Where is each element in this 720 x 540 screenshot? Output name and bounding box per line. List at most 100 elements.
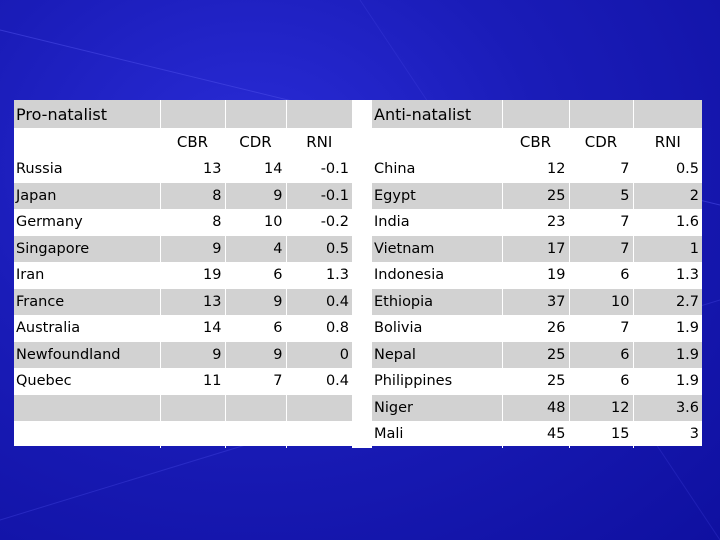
anti-country-cell: Mali	[372, 421, 503, 448]
table-row: Niger 48 12 3.6	[14, 394, 702, 421]
anti-cdr-header: CDR	[569, 128, 634, 156]
anti-country-cell: Nepal	[372, 341, 503, 368]
pro-cdr-cell: 9	[225, 341, 287, 368]
header-row: CBR CDR RNI CBR CDR RNI	[14, 128, 702, 156]
pro-cdr-cell: 9	[225, 288, 287, 315]
anti-rni-cell: 2.7	[633, 288, 702, 315]
anti-country-cell: Indonesia	[372, 262, 503, 289]
anti-cdr-cell: 12	[569, 394, 634, 421]
pro-rni-cell: -0.2	[320, 214, 349, 231]
anti-cbr-cell: 37	[502, 288, 570, 315]
anti-cbr-cell: 48	[502, 394, 570, 421]
anti-cdr-cell: 15	[569, 421, 634, 448]
anti-rni-cell: 1.9	[675, 373, 699, 390]
pro-cbr-cell: 14	[160, 315, 226, 342]
pro-rni-cell: 0.4	[325, 373, 349, 390]
anti-country-cell: India	[372, 209, 503, 236]
pro-cbr-cell: 11	[160, 368, 226, 395]
anti-rni-cell: 3	[689, 426, 699, 443]
pro-cbr-cell: 13	[160, 156, 226, 183]
anti-cbr-cell: 25	[502, 341, 570, 368]
anti-cdr-cell: 6	[569, 341, 634, 368]
anti-cbr-cell: 12	[502, 156, 570, 183]
anti-rni-cell: 0.5	[675, 161, 699, 178]
anti-rni-cell: 3.6	[633, 394, 702, 421]
anti-rni-cell: 1	[633, 235, 702, 262]
pro-country-cell: Germany	[14, 209, 161, 236]
pro-cbr-cell: 13	[160, 288, 226, 315]
anti-cdr-cell: 7	[569, 209, 634, 236]
natalist-comparison-table: Pro-natalist Anti-natalist CBR CDR RNI C…	[14, 100, 702, 448]
pro-cbr-cell: 8	[160, 209, 226, 236]
pro-cdr-cell: 9	[225, 182, 287, 209]
table-row: Newfoundland 9 9 0 Nepal 25 6 1.9	[14, 341, 702, 368]
anti-cbr-header: CBR	[502, 128, 570, 156]
anti-cdr-cell: 6	[569, 262, 634, 289]
title-row: Pro-natalist Anti-natalist	[14, 100, 702, 128]
table-row: Japan 8 9 -0.1 Egypt 25 5 2	[14, 182, 702, 209]
pro-rni-header: RNI	[306, 133, 333, 151]
pro-rni-cell: 0	[286, 341, 352, 368]
pro-cdr-cell: 7	[225, 368, 287, 395]
natalist-table-container: Pro-natalist Anti-natalist CBR CDR RNI C…	[14, 100, 702, 448]
table-row: Iran 19 6 1.3 Indonesia 19 6 1.3	[14, 262, 702, 289]
pro-country-cell: Singapore	[14, 235, 161, 262]
anti-country-cell: Bolivia	[372, 315, 503, 342]
anti-cdr-cell: 5	[569, 182, 634, 209]
anti-country-cell: Niger	[372, 394, 503, 421]
anti-rni-cell: 1.3	[675, 267, 699, 284]
anti-rni-cell: 1.6	[675, 214, 699, 231]
pro-rni-cell: -0.1	[286, 182, 352, 209]
pro-cbr-header: CBR	[160, 128, 226, 156]
pro-country-cell: Newfoundland	[14, 341, 161, 368]
pro-country-cell: Russia	[14, 156, 161, 183]
pro-rni-cell: -0.1	[320, 161, 349, 178]
anti-natalist-title: Anti-natalist	[372, 100, 503, 128]
anti-country-cell: Egypt	[372, 182, 503, 209]
anti-rni-cell: 1.9	[675, 320, 699, 337]
pro-cdr-cell: 6	[225, 315, 287, 342]
anti-rni-header: RNI	[654, 133, 681, 151]
pro-rni-cell: 0.8	[325, 320, 349, 337]
table-row: Australia 14 6 0.8 Bolivia 26 7 1.9	[14, 315, 702, 342]
pro-cdr-cell: 4	[225, 235, 287, 262]
anti-cdr-cell: 10	[569, 288, 634, 315]
anti-rni-cell: 1.9	[633, 341, 702, 368]
anti-rni-cell: 2	[633, 182, 702, 209]
pro-country-cell: Japan	[14, 182, 161, 209]
pro-country-cell: Quebec	[14, 368, 161, 395]
pro-natalist-title: Pro-natalist	[14, 100, 161, 128]
pro-rni-cell: 0.5	[286, 235, 352, 262]
anti-cbr-cell: 23	[502, 209, 570, 236]
pro-cbr-cell: 8	[160, 182, 226, 209]
anti-country-cell: Ethiopia	[372, 288, 503, 315]
anti-cdr-cell: 7	[569, 156, 634, 183]
table-row: Russia 13 14 -0.1 China 12 7 0.5	[14, 156, 702, 183]
pro-cdr-cell: 6	[225, 262, 287, 289]
pro-country-cell: France	[14, 288, 161, 315]
table-row: Mali 45 15 3	[14, 421, 702, 448]
anti-country-cell: Vietnam	[372, 235, 503, 262]
pro-cdr-header: CDR	[225, 128, 287, 156]
pro-cdr-cell: 14	[225, 156, 287, 183]
anti-cbr-cell: 19	[502, 262, 570, 289]
pro-country-cell: Iran	[14, 262, 161, 289]
pro-cbr-cell: 9	[160, 341, 226, 368]
anti-cdr-cell: 7	[569, 315, 634, 342]
anti-cdr-cell: 7	[569, 235, 634, 262]
table-row: Singapore 9 4 0.5 Vietnam 17 7 1	[14, 235, 702, 262]
pro-country-cell: Australia	[14, 315, 161, 342]
anti-cbr-cell: 25	[502, 182, 570, 209]
pro-rni-cell: 0.4	[286, 288, 352, 315]
pro-cdr-cell: 10	[225, 209, 287, 236]
table-row: Quebec 11 7 0.4 Philippines 25 6 1.9	[14, 368, 702, 395]
anti-cbr-cell: 17	[502, 235, 570, 262]
pro-cbr-cell: 19	[160, 262, 226, 289]
anti-cbr-cell: 45	[502, 421, 570, 448]
anti-country-cell: China	[372, 156, 503, 183]
pro-cbr-cell: 9	[160, 235, 226, 262]
table-row: Germany 8 10 -0.2 India 23 7 1.6	[14, 209, 702, 236]
pro-rni-cell: 1.3	[325, 267, 349, 284]
anti-country-cell: Philippines	[372, 368, 503, 395]
table-row: France 13 9 0.4 Ethiopia 37 10 2.7	[14, 288, 702, 315]
